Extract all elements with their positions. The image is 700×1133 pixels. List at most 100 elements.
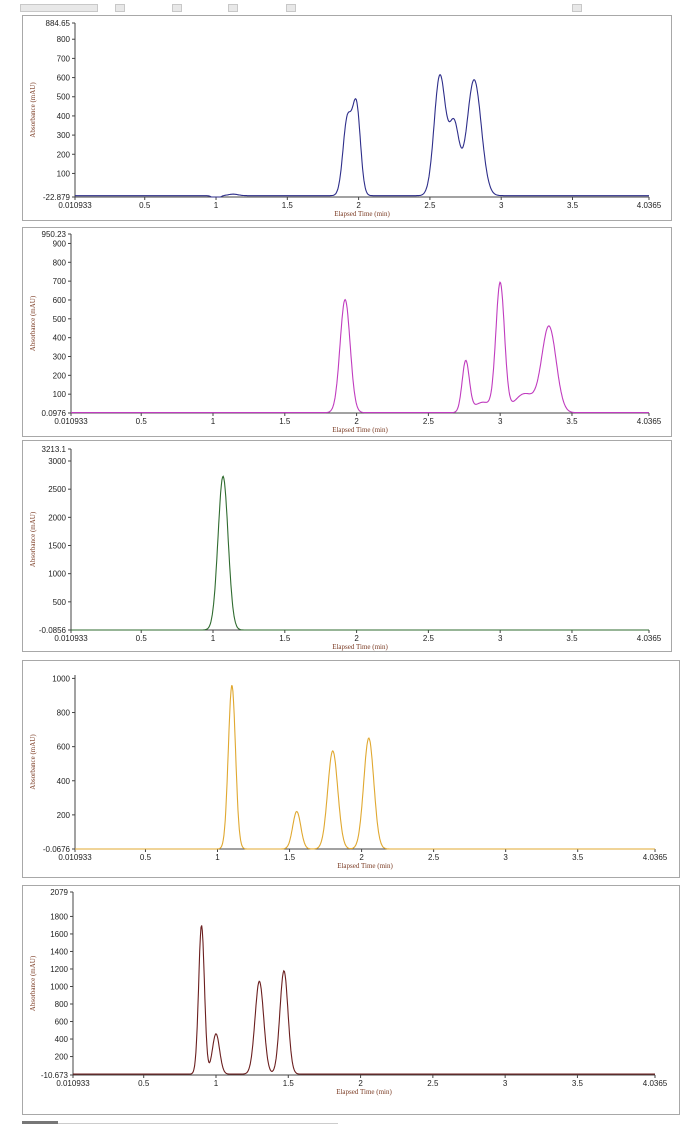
x-tick-label: 2.5: [423, 417, 435, 426]
bottom-tab-rule: [58, 1123, 338, 1124]
x-tick-label: 3: [499, 201, 504, 210]
chromatogram-chart-5: -10.673 200 400 600 800 1000 1200 1400 1600 1800 2…: [29, 888, 668, 1096]
y-tick-label: 1000: [52, 674, 70, 683]
y-tick-label: 200: [55, 1053, 69, 1062]
chromatogram-trace: [75, 74, 649, 198]
plot-area: [71, 234, 649, 413]
chromatogram-chart-1: -22.879 100 200 300 400 500 600 700 800 884.65 0.0…: [29, 19, 662, 218]
chromatogram-chart-4: -0.0676 200 400 600 800 1000 0.010933 0.5 1 1.5 2 2…: [29, 674, 668, 870]
x-tick-label: 0.010933: [56, 1079, 90, 1088]
plot-area: [75, 23, 649, 197]
y-tick-label: 1000: [50, 982, 68, 991]
y-tick-label: 400: [57, 112, 71, 121]
y-tick-label: -22.879: [43, 193, 71, 202]
y-tick-label: 1500: [48, 541, 66, 550]
y-tick-label: 800: [57, 35, 71, 44]
chromatogram-panel-3: -0.0856 500 1000 1500 2000 2500 3000 3213.1 0.01…: [22, 440, 672, 652]
y-axis-label: Absorbance (mAU): [29, 955, 37, 1011]
y-tick-label: 1400: [50, 947, 68, 956]
toolbar-checkbox[interactable]: [572, 4, 582, 12]
y-tick-label: 800: [55, 1000, 69, 1009]
x-tick-label: 4.0365: [643, 853, 668, 862]
x-tick-label: 0.010933: [54, 634, 88, 643]
y-tick-label: 200: [57, 150, 71, 159]
x-tick-label: 4.0365: [637, 201, 662, 210]
chromatogram-panel-5: -10.673 200 400 600 800 1000 1200 1400 1600 1800 2…: [22, 885, 680, 1115]
y-axis-label: Absorbance (mAU): [29, 511, 37, 567]
x-axis-label: Elapsed Time (min): [336, 1088, 392, 1096]
y-tick-label: 800: [57, 709, 71, 718]
chromatogram-trace: [73, 925, 655, 1075]
toolbar-checkbox[interactable]: [286, 4, 296, 12]
x-tick-label: 0.5: [139, 201, 151, 210]
x-tick-label: 1.5: [279, 634, 291, 643]
x-tick-label: 1.5: [284, 853, 296, 862]
x-tick-label: 2: [354, 634, 359, 643]
x-tick-label: 0.5: [136, 634, 148, 643]
chromatogram-panel-1: -22.879 100 200 300 400 500 600 700 800 884.65 0.0…: [22, 15, 672, 221]
x-tick-label: 2.5: [423, 634, 435, 643]
y-tick-label: 1200: [50, 965, 68, 974]
x-tick-label: 1: [214, 201, 219, 210]
x-tick-label: 2.5: [428, 853, 440, 862]
y-tick-label: 200: [57, 811, 71, 820]
chromatogram-panel-4: -0.0676 200 400 600 800 1000 0.010933 0.5 1 1.5 2 2…: [22, 660, 680, 878]
x-tick-label: 2: [359, 853, 364, 862]
bottom-tab-strip: [22, 1121, 342, 1127]
y-axis-label: Absorbance (mAU): [29, 82, 37, 138]
y-tick-label: 2079: [50, 888, 68, 897]
x-tick-label: 1: [215, 853, 220, 862]
x-tick-label: 2.5: [424, 201, 436, 210]
toolbar-checkbox[interactable]: [228, 4, 238, 12]
x-tick-label: 3.5: [567, 201, 579, 210]
x-tick-label: 1: [211, 417, 216, 426]
y-axis-label: Absorbance (mAU): [29, 295, 37, 351]
y-tick-label: 800: [53, 258, 67, 267]
y-tick-label: 500: [53, 598, 67, 607]
toolbar-tab[interactable]: [20, 4, 98, 12]
y-tick-label: -0.0856: [39, 626, 67, 635]
x-tick-label: 3: [498, 634, 503, 643]
y-tick-label: 1800: [50, 912, 68, 921]
y-tick-label: 100: [53, 390, 67, 399]
y-tick-label: 1000: [48, 570, 66, 579]
x-tick-label: 0.010933: [58, 201, 92, 210]
y-tick-label: 2500: [48, 485, 66, 494]
bottom-tab-active[interactable]: [22, 1121, 58, 1124]
y-tick-label: -0.0676: [43, 845, 71, 854]
y-tick-label: 700: [53, 277, 67, 286]
y-tick-label: 100: [57, 169, 71, 178]
x-tick-label: 3.5: [572, 1079, 584, 1088]
y-tick-label: 200: [53, 371, 67, 380]
x-tick-label: 4.0365: [637, 417, 662, 426]
y-tick-label: 884.65: [46, 19, 71, 28]
toolbar-checkbox[interactable]: [172, 4, 182, 12]
x-axis-label: Elapsed Time (min): [334, 210, 390, 218]
chromatogram-chart-3: -0.0856 500 1000 1500 2000 2500 3000 3213.1 0.01…: [29, 445, 662, 651]
y-tick-label: 400: [55, 1035, 69, 1044]
x-tick-label: 3.5: [572, 853, 584, 862]
x-axis-label: Elapsed Time (min): [332, 643, 388, 651]
y-tick-label: 1600: [50, 930, 68, 939]
x-tick-label: 1.5: [279, 417, 291, 426]
x-tick-label: 2: [356, 201, 361, 210]
x-tick-label: 0.010933: [54, 417, 88, 426]
x-axis-label: Elapsed Time (min): [332, 426, 388, 434]
x-tick-label: 3.5: [566, 417, 578, 426]
chromatogram-trace: [71, 475, 649, 631]
y-tick-label: 900: [53, 239, 67, 248]
y-tick-label: 0.0976: [42, 409, 67, 418]
chromatogram-trace: [71, 281, 649, 414]
x-axis-label: Elapsed Time (min): [337, 862, 393, 870]
y-tick-label: 600: [53, 296, 67, 305]
y-tick-label: 400: [57, 777, 71, 786]
x-tick-label: 0.5: [136, 417, 148, 426]
plot-area: [73, 892, 655, 1075]
x-tick-label: 1: [211, 634, 216, 643]
x-tick-label: 1: [214, 1079, 219, 1088]
toolbar-checkbox[interactable]: [115, 4, 125, 12]
y-tick-label: 300: [53, 352, 67, 361]
chromatogram-panel-2: 0.0976 100 200 300 400 500 600 700 800 900 950.23 0…: [22, 227, 672, 437]
y-axis-label: Absorbance (mAU): [29, 734, 37, 790]
